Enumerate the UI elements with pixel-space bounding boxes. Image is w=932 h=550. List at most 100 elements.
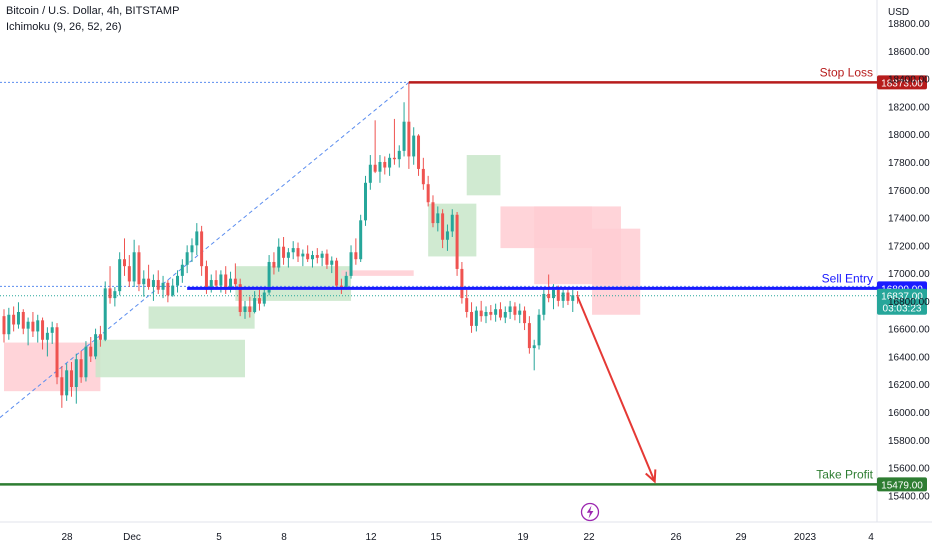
candle-body-63[interactable] — [306, 253, 310, 260]
candle-body-17[interactable] — [84, 346, 88, 378]
candle-body-106[interactable] — [513, 306, 517, 315]
candle-body-26[interactable] — [127, 266, 131, 282]
candle-body-87[interactable] — [421, 168, 425, 185]
candle-body-119[interactable] — [576, 295, 580, 297]
candle-body-9[interactable] — [45, 332, 49, 340]
candle-body-51[interactable] — [248, 306, 252, 312]
candle-body-48[interactable] — [233, 278, 237, 285]
candle-body-113[interactable] — [547, 293, 551, 299]
candle-body-21[interactable] — [103, 288, 107, 340]
candle-body-3[interactable] — [16, 311, 20, 325]
price-axis[interactable]: 15400.00 15600.00 15800.00 16000.00 16200.00… — [888, 19, 930, 502]
candle-body-108[interactable] — [523, 310, 527, 324]
candle-body-57[interactable] — [277, 246, 281, 268]
candle-body-0[interactable] — [2, 316, 6, 335]
candle-body-102[interactable] — [494, 309, 498, 315]
candle-body-10[interactable] — [50, 327, 54, 333]
candle-body-46[interactable] — [224, 274, 228, 290]
candle-body-2[interactable] — [12, 314, 16, 325]
candle-body-19[interactable] — [94, 334, 98, 357]
candle-body-52[interactable] — [253, 298, 257, 312]
candle-body-22[interactable] — [108, 288, 112, 299]
candle-body-36[interactable] — [176, 275, 180, 286]
candle-body-35[interactable] — [171, 285, 175, 296]
candle-body-70[interactable] — [339, 285, 343, 287]
candle-body-47[interactable] — [229, 278, 233, 290]
candle-body-109[interactable] — [527, 323, 531, 349]
candle-body-114[interactable] — [551, 289, 555, 299]
candle-body-56[interactable] — [272, 261, 276, 268]
candle-body-8[interactable] — [41, 320, 45, 340]
candle-body-60[interactable] — [291, 248, 295, 253]
candle-body-24[interactable] — [118, 259, 122, 292]
candle-body-112[interactable] — [542, 293, 546, 315]
candle-body-40[interactable] — [195, 231, 199, 246]
candle-body-45[interactable] — [219, 274, 223, 286]
candle-body-97[interactable] — [470, 311, 474, 326]
candle-body-78[interactable] — [378, 161, 382, 172]
candle-body-30[interactable] — [147, 278, 151, 287]
price-tag-take_profit[interactable] — [877, 477, 927, 492]
candle-body-110[interactable] — [532, 345, 536, 349]
candle-body-27[interactable] — [132, 252, 136, 282]
candle-body-69[interactable] — [335, 260, 339, 286]
time-axis[interactable]: 28 Dec 5 8 12 15 19 22 26 29 2023 4 — [61, 532, 874, 543]
candle-body-74[interactable] — [359, 220, 363, 260]
candle-body-80[interactable] — [388, 157, 392, 168]
candle-body-20[interactable] — [98, 334, 102, 340]
candle-body-67[interactable] — [325, 253, 329, 265]
symbol-title[interactable]: Bitcoin / U.S. Dollar, 4h, BITSTAMP — [6, 5, 180, 17]
candle-body-98[interactable] — [474, 310, 478, 326]
candle-body-107[interactable] — [518, 310, 522, 315]
candle-body-14[interactable] — [69, 370, 73, 387]
candle-body-71[interactable] — [344, 275, 348, 287]
candle-body-25[interactable] — [123, 259, 126, 267]
candle-body-79[interactable] — [383, 161, 387, 168]
candle-body-92[interactable] — [445, 231, 449, 240]
candle-body-39[interactable] — [190, 245, 194, 253]
candle-body-100[interactable] — [484, 311, 488, 317]
candle-body-65[interactable] — [315, 255, 319, 258]
candle-body-31[interactable] — [151, 280, 155, 287]
candle-body-55[interactable] — [267, 261, 271, 293]
candle-body-7[interactable] — [36, 320, 40, 332]
candle-body-61[interactable] — [296, 248, 300, 257]
candle-body-105[interactable] — [508, 306, 512, 312]
candle-body-15[interactable] — [74, 359, 78, 387]
candle-body-1[interactable] — [7, 314, 11, 335]
candle-body-76[interactable] — [368, 164, 372, 183]
candle-body-43[interactable] — [209, 280, 213, 290]
projection-arrow[interactable] — [576, 296, 656, 482]
candle-body-118[interactable] — [571, 295, 575, 301]
candle-body-13[interactable] — [65, 370, 69, 396]
indicator-legend[interactable]: Ichimoku (9, 26, 52, 26) — [6, 21, 122, 33]
candle-body-68[interactable] — [330, 260, 334, 265]
candle-body-38[interactable] — [185, 252, 189, 265]
candle-body-11[interactable] — [55, 327, 59, 378]
candle-body-82[interactable] — [397, 150, 401, 160]
candle-body-34[interactable] — [166, 282, 170, 296]
candle-body-33[interactable] — [161, 282, 165, 290]
candle-body-84[interactable] — [407, 121, 411, 157]
candle-body-85[interactable] — [412, 135, 416, 157]
candle-body-32[interactable] — [156, 280, 160, 290]
candle-body-81[interactable] — [392, 157, 396, 160]
candle-body-37[interactable] — [180, 264, 184, 276]
candle-body-58[interactable] — [282, 246, 286, 258]
candle-body-93[interactable] — [450, 214, 454, 232]
candle-body-4[interactable] — [21, 311, 25, 329]
candle-body-53[interactable] — [257, 298, 261, 304]
candle-body-12[interactable] — [60, 377, 64, 396]
candle-body-103[interactable] — [498, 309, 502, 318]
candle-body-95[interactable] — [460, 268, 464, 299]
candle-body-89[interactable] — [431, 202, 435, 224]
candle-body-116[interactable] — [561, 292, 565, 301]
candle-body-91[interactable] — [441, 213, 445, 240]
candle-body-49[interactable] — [238, 284, 242, 312]
candle-body-44[interactable] — [214, 280, 218, 286]
candle-body-83[interactable] — [402, 121, 406, 151]
candle-body-77[interactable] — [373, 164, 377, 172]
candle-body-117[interactable] — [566, 292, 570, 301]
